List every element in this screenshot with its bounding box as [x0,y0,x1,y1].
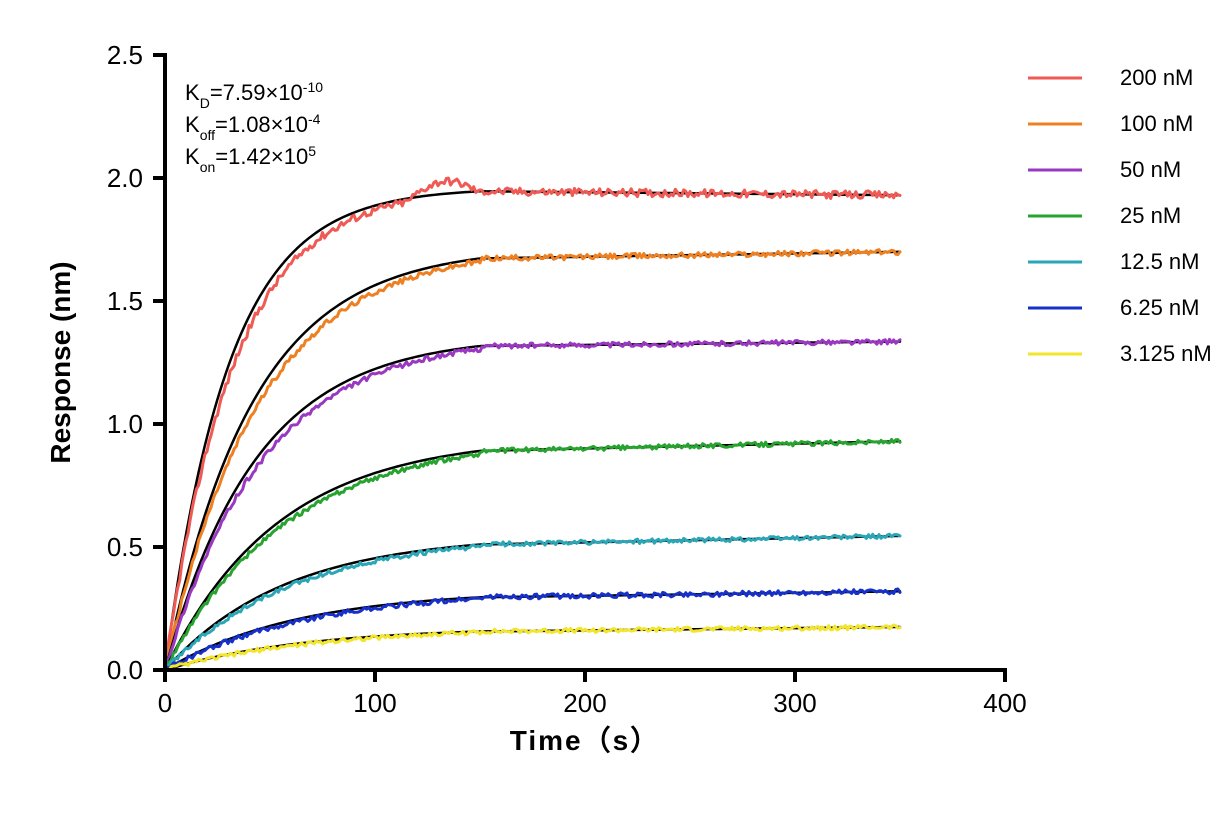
binding-kinetics-chart: 0 100 200 300 400 0.0 0.5 1.0 1.5 2.0 2.5 Time（s） Re… [0,0,1231,825]
legend-label: 6.25 nM [1120,295,1200,320]
y-tick-label: 0.0 [107,655,143,685]
y-tick-label: 1.0 [107,409,143,439]
legend-label: 50 nM [1120,157,1181,182]
x-tick-label: 100 [353,688,396,718]
x-tick-label: 400 [983,688,1026,718]
legend-label: 3.125 nM [1120,341,1212,366]
x-tick-label: 300 [773,688,816,718]
y-tick-label: 2.5 [107,40,143,70]
x-tick-label: 0 [158,688,172,718]
legend-label: 12.5 nM [1120,249,1200,274]
legend-label: 200 nM [1120,65,1193,90]
legend-label: 25 nM [1120,203,1181,228]
x-axis-label: Time（s） [510,724,660,756]
y-tick-label: 0.5 [107,532,143,562]
y-axis-label: Response (nm) [45,261,76,463]
legend-label: 100 nM [1120,111,1193,136]
x-tick-label: 200 [563,688,606,718]
y-tick-label: 2.0 [107,163,143,193]
y-tick-label: 1.5 [107,286,143,316]
